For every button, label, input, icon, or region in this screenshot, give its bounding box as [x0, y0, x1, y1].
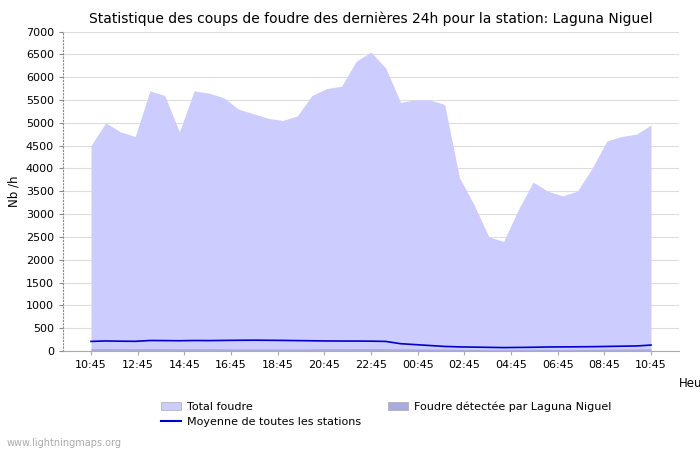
Text: www.lightningmaps.org: www.lightningmaps.org: [7, 438, 122, 448]
Title: Statistique des coups de foudre des dernières 24h pour la station: Laguna Niguel: Statistique des coups de foudre des dern…: [89, 12, 653, 26]
Text: Heure: Heure: [679, 377, 700, 390]
Legend: Total foudre, Moyenne de toutes les stations, Foudre détectée par Laguna Niguel: Total foudre, Moyenne de toutes les stat…: [161, 401, 611, 428]
Y-axis label: Nb /h: Nb /h: [7, 176, 20, 207]
